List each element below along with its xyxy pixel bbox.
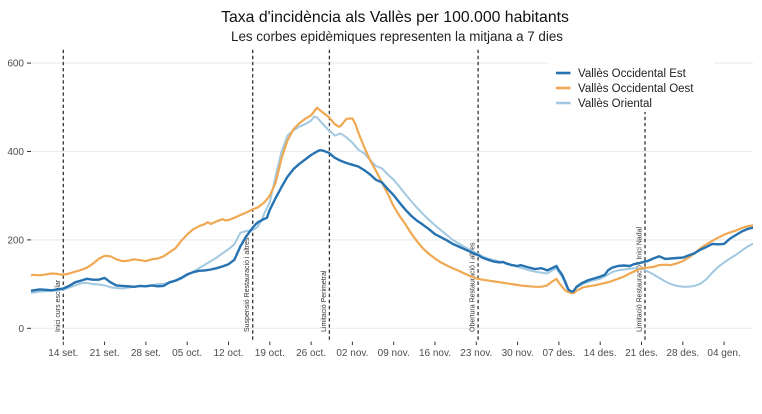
svg-text:Les corbes epidèmiques represe: Les corbes epidèmiques representen la mi… bbox=[231, 29, 563, 44]
svg-text:Limitació Perimetral: Limitació Perimetral bbox=[321, 270, 328, 332]
svg-text:Suspensió Restauració i altres: Suspensió Restauració i altres bbox=[244, 237, 251, 332]
svg-text:14 des.: 14 des. bbox=[584, 348, 617, 359]
svg-text:400: 400 bbox=[7, 147, 24, 158]
svg-text:Obertura Restauració i altres: Obertura Restauració i altres bbox=[470, 242, 477, 332]
svg-text:28 set.: 28 set. bbox=[131, 348, 161, 359]
svg-text:28 des.: 28 des. bbox=[666, 348, 699, 359]
svg-text:Taxa d'incidència als Vallès p: Taxa d'incidència als Vallès per 100.000… bbox=[221, 9, 569, 26]
svg-text:Vallès Occidental Est: Vallès Occidental Est bbox=[578, 68, 687, 80]
svg-text:200: 200 bbox=[7, 235, 24, 246]
svg-text:Vallès Occidental Oest: Vallès Occidental Oest bbox=[578, 83, 694, 95]
svg-text:04 gen.: 04 gen. bbox=[707, 348, 740, 359]
svg-text:02 nov.: 02 nov. bbox=[336, 348, 368, 359]
svg-text:19 oct.: 19 oct. bbox=[255, 348, 285, 359]
svg-text:12 oct.: 12 oct. bbox=[213, 348, 243, 359]
svg-text:23 nov.: 23 nov. bbox=[460, 348, 492, 359]
svg-text:Inici curs escolar: Inici curs escolar bbox=[55, 279, 62, 332]
svg-text:09 nov.: 09 nov. bbox=[378, 348, 410, 359]
svg-text:21 set.: 21 set. bbox=[90, 348, 120, 359]
svg-text:600: 600 bbox=[7, 59, 24, 70]
svg-text:30 nov.: 30 nov. bbox=[502, 348, 534, 359]
svg-text:Limitació Restauració i Inici: Limitació Restauració i Inici Nadal bbox=[637, 227, 644, 332]
svg-text:0: 0 bbox=[18, 324, 24, 335]
svg-text:16 nov.: 16 nov. bbox=[419, 348, 451, 359]
svg-text:26 oct.: 26 oct. bbox=[296, 348, 326, 359]
svg-text:14 set.: 14 set. bbox=[48, 348, 78, 359]
svg-text:Vallès Oriental: Vallès Oriental bbox=[578, 98, 652, 110]
svg-text:07 des.: 07 des. bbox=[542, 348, 575, 359]
svg-text:21 des.: 21 des. bbox=[625, 348, 658, 359]
svg-text:05 oct.: 05 oct. bbox=[172, 348, 202, 359]
